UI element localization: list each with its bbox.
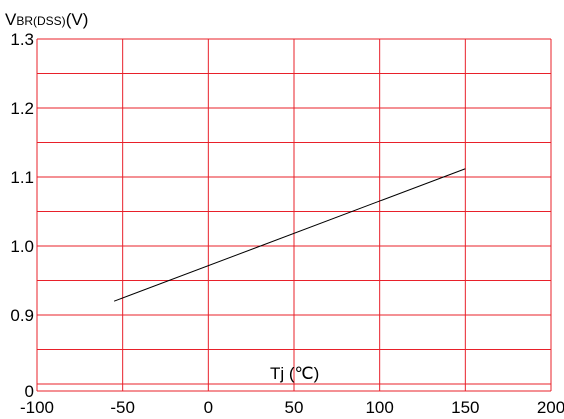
y-tick-label: 1.2 <box>10 99 34 118</box>
grid <box>36 38 552 392</box>
y-axis-title: VBR(DSS)(V) <box>5 10 88 29</box>
y-tick-label: 1.1 <box>10 168 34 187</box>
x-tick-label: 100 <box>365 398 393 417</box>
x-tick-label: 150 <box>451 398 479 417</box>
y-tick-label: 1.3 <box>10 30 34 49</box>
series-line <box>113 168 466 302</box>
series <box>113 168 466 302</box>
x-tick-label: 50 <box>285 398 304 417</box>
x-tick-label: 200 <box>537 398 564 417</box>
x-tick-label: -100 <box>20 398 54 417</box>
x-tick-label: -50 <box>110 398 135 417</box>
y-tick-label: 0.9 <box>10 306 34 325</box>
x-axis-title: Tj (℃) <box>270 364 319 383</box>
y-tick-label: 1.0 <box>10 237 34 256</box>
tick-labels: -100 -50 0 50 100 150 200 0 0.9 1.0 1.1 1.2 1.3 <box>10 30 564 417</box>
x-tick-label: 0 <box>204 398 213 417</box>
y-tick-label: 0 <box>25 382 34 401</box>
